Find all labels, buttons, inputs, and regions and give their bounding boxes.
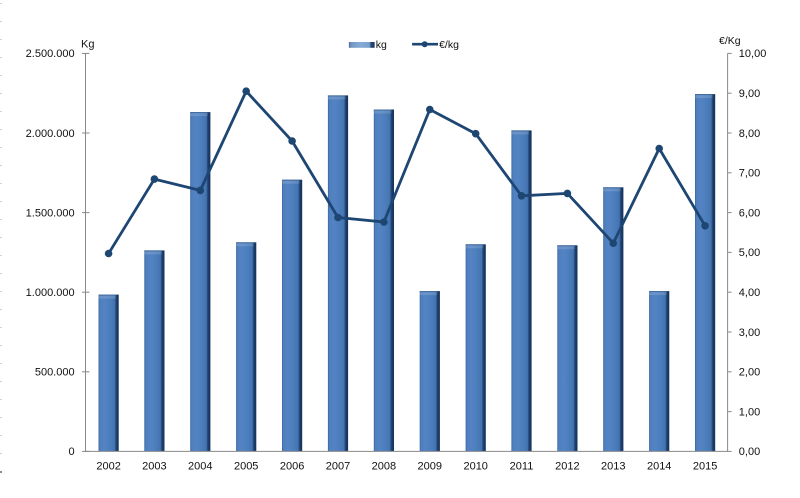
svg-text:9,00: 9,00 xyxy=(739,88,760,100)
svg-text:2011: 2011 xyxy=(510,461,534,473)
svg-text:0: 0 xyxy=(68,446,74,458)
svg-text:2,00: 2,00 xyxy=(739,367,760,379)
svg-text:2014: 2014 xyxy=(647,461,671,473)
svg-text:kg: kg xyxy=(376,39,387,51)
svg-text:2004: 2004 xyxy=(188,461,212,473)
svg-text:2009: 2009 xyxy=(418,461,442,473)
svg-text:1.500.000: 1.500.000 xyxy=(26,207,75,219)
svg-text:10,00: 10,00 xyxy=(739,48,767,60)
svg-text:2007: 2007 xyxy=(326,461,350,473)
svg-text:1.000.000: 1.000.000 xyxy=(26,287,75,299)
svg-text:500.000: 500.000 xyxy=(35,367,75,379)
svg-text:2008: 2008 xyxy=(372,461,396,473)
svg-text:6,00: 6,00 xyxy=(739,207,760,219)
svg-text:8,00: 8,00 xyxy=(739,128,760,140)
svg-text:2012: 2012 xyxy=(555,461,579,473)
svg-text:2013: 2013 xyxy=(601,461,625,473)
svg-text:€/kg: €/kg xyxy=(439,39,459,51)
svg-text:3,00: 3,00 xyxy=(739,327,760,339)
svg-text:Kg: Kg xyxy=(81,39,94,51)
svg-text:2.500.000: 2.500.000 xyxy=(26,48,75,60)
svg-text:2.000.000: 2.000.000 xyxy=(26,128,75,140)
svg-text:€/Kg: €/Kg xyxy=(719,35,741,47)
svg-text:2006: 2006 xyxy=(280,461,304,473)
svg-text:0,00: 0,00 xyxy=(739,446,760,458)
svg-text:5,00: 5,00 xyxy=(739,247,760,259)
svg-text:2010: 2010 xyxy=(463,461,487,473)
svg-text:4,00: 4,00 xyxy=(739,287,760,299)
svg-text:7,00: 7,00 xyxy=(739,168,760,180)
svg-text:2015: 2015 xyxy=(693,461,717,473)
svg-text:2005: 2005 xyxy=(234,461,258,473)
svg-text:1,00: 1,00 xyxy=(739,406,760,418)
svg-text:2003: 2003 xyxy=(142,461,166,473)
svg-text:2002: 2002 xyxy=(96,461,120,473)
